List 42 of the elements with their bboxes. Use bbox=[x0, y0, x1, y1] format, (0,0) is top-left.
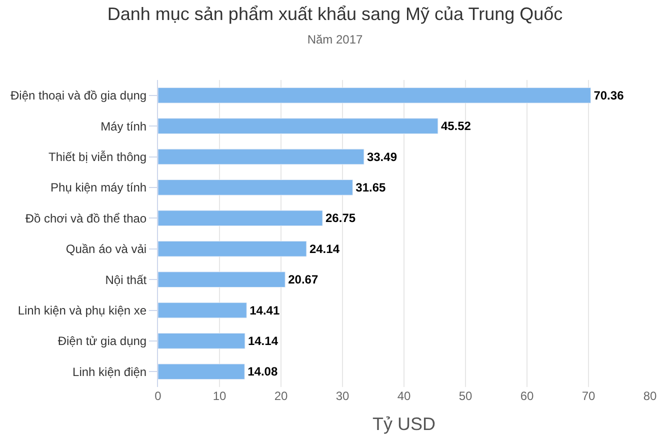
x-tick-label: 20 bbox=[274, 389, 288, 403]
y-tick-label: Máy tính bbox=[100, 119, 147, 134]
y-tick-label: Nội thất bbox=[105, 272, 148, 287]
y-tick-label: Điện tử gia dụng bbox=[58, 334, 147, 348]
x-tick-label: 60 bbox=[520, 389, 534, 403]
data-label: 70.36 bbox=[594, 88, 624, 102]
y-tick-label: Quần áo và vải bbox=[66, 242, 147, 256]
y-tick-label: Phụ kiện máy tính bbox=[50, 180, 147, 195]
y-tick-label: Đồ chơi và đồ thể thao bbox=[25, 211, 147, 226]
bar bbox=[158, 180, 353, 196]
data-label: 26.75 bbox=[326, 211, 356, 226]
data-label: 33.49 bbox=[366, 150, 398, 164]
bar bbox=[158, 148, 364, 165]
bar bbox=[158, 87, 591, 104]
y-tick-label: Điện thoại và đồ gia dụng bbox=[10, 88, 147, 103]
data-label: 14.08 bbox=[248, 364, 278, 379]
x-tick-label: 40 bbox=[397, 389, 411, 403]
data-label: 24.14 bbox=[309, 242, 340, 256]
x-tick-label: 0 bbox=[154, 389, 162, 403]
x-tick-label: 80 bbox=[643, 389, 657, 403]
bar bbox=[158, 272, 286, 288]
bar bbox=[158, 302, 247, 318]
x-tick-label: 70 bbox=[582, 389, 596, 403]
data-label: 31.65 bbox=[356, 180, 386, 194]
data-label: 14.14 bbox=[248, 334, 278, 348]
x-tick-label: 10 bbox=[212, 389, 226, 403]
bar bbox=[158, 333, 246, 349]
data-label: 45.52 bbox=[440, 119, 472, 134]
data-label: 14.41 bbox=[250, 303, 280, 318]
y-tick-label: Linh kiện và phụ kiện xe bbox=[18, 303, 147, 318]
chart-subtitle: Năm 2017 bbox=[307, 32, 364, 47]
bar bbox=[158, 240, 307, 257]
bar bbox=[158, 364, 245, 380]
x-tick-label: 30 bbox=[336, 389, 350, 403]
bar bbox=[158, 118, 438, 134]
x-axis-title: Tỷ USD bbox=[372, 414, 436, 434]
y-tick-label: Thiết bị viễn thông bbox=[48, 150, 147, 164]
y-tick-label: Linh kiện điện bbox=[72, 364, 147, 379]
bar bbox=[158, 210, 323, 226]
x-tick-label: 50 bbox=[458, 389, 472, 403]
data-label: 20.67 bbox=[288, 272, 318, 287]
chart-title: Danh mục sản phẩm xuất khẩu sang Mỹ của Trung Quốc bbox=[107, 4, 563, 24]
